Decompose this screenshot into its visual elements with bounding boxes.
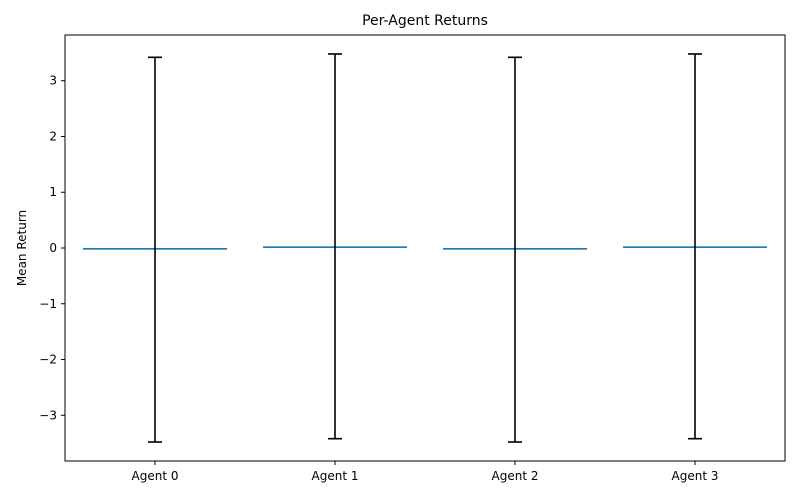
y-tick-label-5: 2 xyxy=(49,129,57,143)
y-tick-label-1: −2 xyxy=(39,353,57,367)
y-tick-label-6: 3 xyxy=(49,74,57,88)
y-tick-label-0: −3 xyxy=(39,408,57,422)
x-tick-label-0: Agent 0 xyxy=(132,469,179,483)
y-axis-label: Mean Return xyxy=(15,210,29,286)
x-tick-label-3: Agent 3 xyxy=(672,469,719,483)
chart-title: Per-Agent Returns xyxy=(362,13,488,29)
y-tick-label-4: 1 xyxy=(49,185,57,199)
plot-area: −3 −2 −1 0 1 2 3 Agent 0 Agent 1 Agent 2 Agent 3 xyxy=(39,34,786,483)
x-tick-label-1: Agent 1 xyxy=(312,469,359,483)
y-tick-label-3: 0 xyxy=(49,241,57,255)
x-tick-label-2: Agent 2 xyxy=(492,469,539,483)
y-tick-label-2: −1 xyxy=(39,297,57,311)
